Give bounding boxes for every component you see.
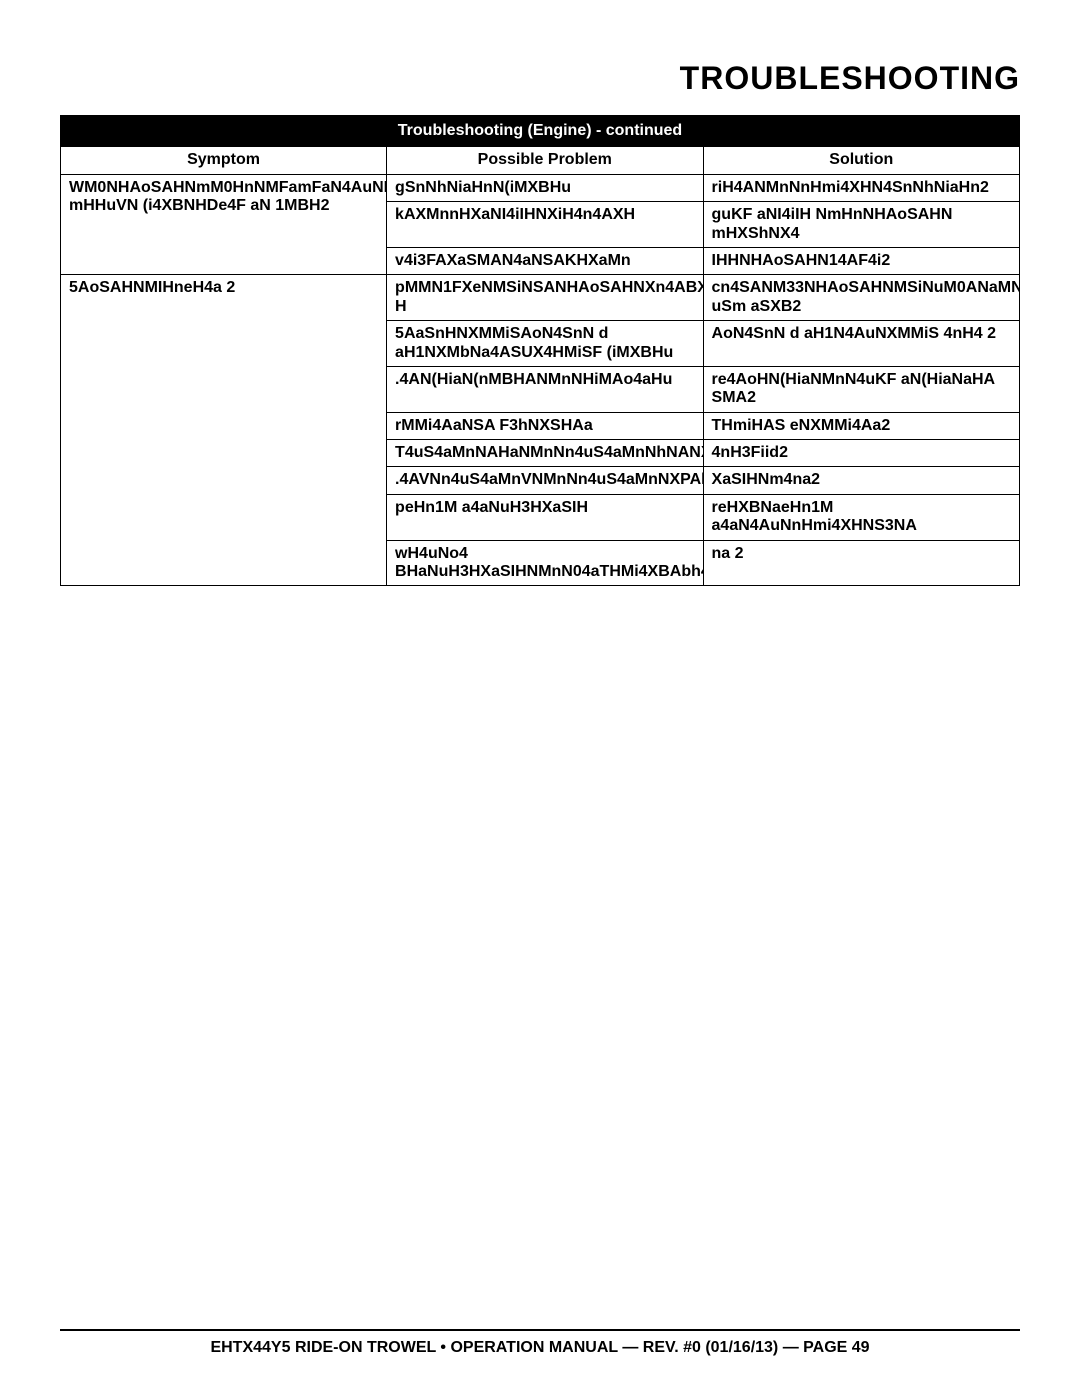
cell-solution: na 2 [703,540,1019,586]
cell-solution: XaSIHNm4na2 [703,467,1019,494]
cell-solution: AoN4SnN d aH1N4AuNXMMiS 4nH4 2 [703,321,1019,367]
table-header-title: Troubleshooting (Engine) - continued [61,116,1020,147]
cell-problem: wH4uNo4 BHaNuH3HXaSIHNMnN04aTHMi4XBAbh4 [387,540,703,586]
page-footer: EHTX44Y5 RIDE-ON TROWEL • OPERATION MANU… [60,1329,1020,1357]
cell-solution: cn4SANM33NHAoSAHNMSiNuM0ANaMNFn uSm aSXB… [703,275,1019,321]
page-title: TROUBLESHOOTING [60,60,1020,97]
troubleshooting-table: Troubleshooting (Engine) - continued Sym… [60,115,1020,586]
table-row: 5AoSAHNMIHneH4a 2pMMN1FXeNMSiNSANHAoSAHN… [61,275,1020,321]
cell-problem: 5AaSnHNXMMiSAoN4SnN d aH1NXMbNa4ASUX4HMi… [387,321,703,367]
cell-problem: v4i3FAXaSMAN4aNSAKHXaMn [387,247,703,274]
table-header-title-row: Troubleshooting (Engine) - continued [61,116,1020,147]
cell-problem: .4AN(HiaN(nMBHANMnNHiMAo4aHu [387,366,703,412]
cell-solution: reHXBNaeHn1M a4aN4AuNnHmi4XHNS3NA [703,494,1019,540]
cell-solution: IHHNHAoSAHN14AF4i2 [703,247,1019,274]
cell-solution: re4AoHN(HiaNMnN4uKF aN(HiaNaHA SMA2 [703,366,1019,412]
col-possible-problem: Possible Problem [387,147,703,174]
cell-problem: rMMi4AaNSA F3hNXSHAa [387,412,703,439]
cell-problem: .4AVNn4uS4aMnVNMnNn4uS4aMnNXPAhmN4XHNXia… [387,467,703,494]
cell-solution: guKF aNI4iIH NmHnNHAoSAHN mHXShNX4 [703,202,1019,248]
cell-solution: riH4ANMnNnHmi4XHN4SnNhNiaHn2 [703,174,1019,201]
cell-symptom: WM0NHAoSAHNmM0HnNMFamFaN4AuNIM0N mHHuVN … [61,174,387,275]
table-column-header-row: Symptom Possible Problem Solution [61,147,1020,174]
col-symptom: Symptom [61,147,387,174]
cell-problem: pMMN1FXeNMSiNSANHAoSAHNXn4ABX4 H [387,275,703,321]
cell-problem: peHn1M a4aNuH3HXaSIH [387,494,703,540]
cell-problem: kAXMnnHXaNI4iIHNXiH4n4AXH [387,202,703,248]
cell-solution: THmiHAS eNXMMi4Aa2 [703,412,1019,439]
cell-solution: 4nH3Fiid2 [703,440,1019,467]
cell-symptom: 5AoSAHNMIHneH4a 2 [61,275,387,586]
table-body: WM0NHAoSAHNmM0HnNMFamFaN4AuNIM0N mHHuVN … [61,174,1020,586]
table-row: WM0NHAoSAHNmM0HnNMFamFaN4AuNIM0N mHHuVN … [61,174,1020,201]
cell-problem: gSnNhNiaHnN(iMXBHu [387,174,703,201]
col-solution: Solution [703,147,1019,174]
cell-problem: T4uS4aMnNAHaNMnNn4uS4aMnNhNANXAMbdHaNW0S… [387,440,703,467]
